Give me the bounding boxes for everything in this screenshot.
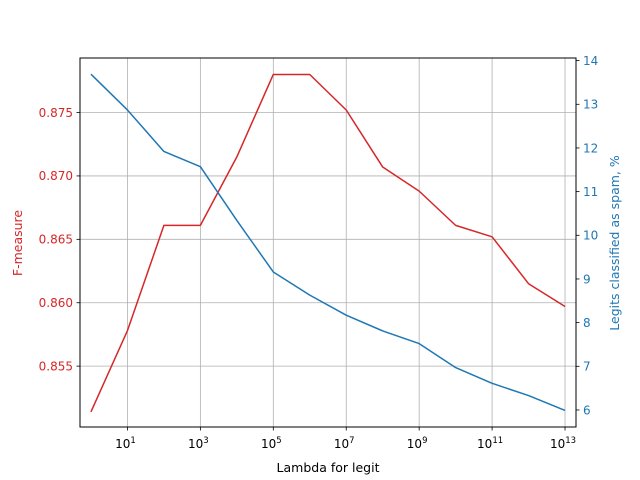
legits-as-spam-line (90, 73, 566, 412)
right-y-tick-label: 6 (583, 403, 591, 417)
plot-area (80, 58, 576, 427)
left-y-tick-label: 0.860 (39, 296, 73, 310)
left-y-axis-label: F-measure (10, 210, 25, 277)
right-y-tick-label: 11 (583, 185, 598, 199)
left-y-tick-label: 0.865 (39, 233, 73, 247)
right-y-tick-label: 8 (583, 316, 591, 330)
left-y-tick-label: 0.875 (39, 106, 73, 120)
right-y-tick-label: 10 (583, 229, 598, 243)
right-y-tick-label: 7 (583, 360, 591, 374)
f-measure-line (90, 73, 566, 413)
left-y-tick-label: 0.870 (39, 169, 73, 183)
plot-frame (79, 57, 577, 428)
x-axis-label: Lambda for legit (277, 460, 380, 475)
right-y-tick-label: 13 (583, 98, 598, 112)
right-y-tick-label: 14 (583, 54, 598, 68)
left-y-tick-label: 0.855 (39, 359, 73, 373)
left-y-axis-ticks: 0.855 0.860 0.865 0.870 0.875 (39, 106, 80, 373)
right-y-tick-label: 12 (583, 141, 598, 155)
right-y-axis-ticks: 6 7 8 9 10 11 12 13 14 (576, 54, 598, 417)
right-y-axis-label: Legits classified as spam, % (607, 155, 622, 331)
series-lines (90, 73, 566, 413)
right-y-tick-label: 9 (583, 272, 591, 286)
